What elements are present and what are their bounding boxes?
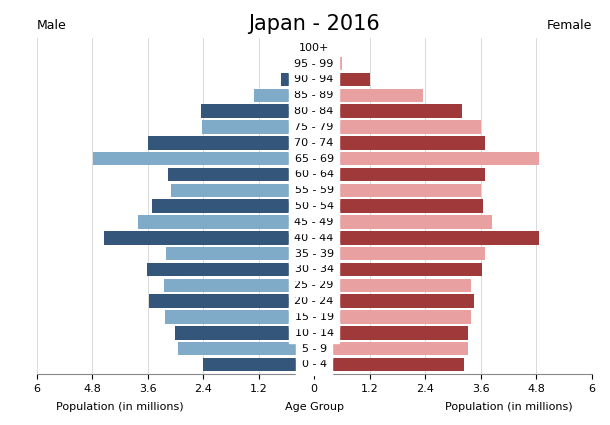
Text: Age Group: Age Group: [285, 402, 343, 412]
Bar: [202, 120, 314, 134]
Bar: [314, 136, 486, 150]
Text: 95 - 99: 95 - 99: [295, 59, 334, 68]
Bar: [104, 231, 314, 244]
Bar: [314, 152, 539, 165]
Bar: [314, 295, 474, 308]
Bar: [149, 295, 314, 308]
Bar: [314, 120, 481, 134]
Bar: [314, 57, 342, 70]
Bar: [168, 168, 314, 181]
Bar: [254, 88, 314, 102]
Bar: [314, 342, 468, 355]
Text: 75 - 79: 75 - 79: [295, 122, 334, 132]
Bar: [314, 310, 472, 324]
Text: 40 - 44: 40 - 44: [295, 233, 334, 243]
Bar: [166, 247, 314, 261]
Text: 25 - 29: 25 - 29: [295, 280, 334, 290]
Bar: [201, 105, 314, 118]
Bar: [146, 263, 314, 276]
Bar: [164, 278, 314, 292]
Bar: [176, 326, 314, 340]
Bar: [93, 152, 314, 165]
Bar: [302, 57, 314, 70]
Bar: [314, 231, 539, 244]
Text: 55 - 59: 55 - 59: [295, 185, 334, 196]
Bar: [178, 342, 314, 355]
Bar: [152, 199, 314, 213]
Text: 65 - 69: 65 - 69: [295, 153, 334, 164]
Text: 100+: 100+: [299, 43, 329, 53]
Bar: [314, 88, 423, 102]
Bar: [314, 278, 472, 292]
Text: Female: Female: [547, 19, 592, 31]
Bar: [281, 73, 314, 86]
Text: 35 - 39: 35 - 39: [295, 249, 334, 259]
Text: 20 - 24: 20 - 24: [295, 296, 334, 306]
Text: 50 - 54: 50 - 54: [295, 201, 334, 211]
Text: 15 - 19: 15 - 19: [295, 312, 334, 322]
Text: 80 - 84: 80 - 84: [295, 106, 334, 116]
Text: Population (in millions): Population (in millions): [56, 402, 184, 412]
Text: 85 - 89: 85 - 89: [295, 90, 334, 100]
Bar: [314, 215, 492, 229]
Bar: [314, 326, 468, 340]
Text: 30 - 34: 30 - 34: [295, 264, 334, 275]
Bar: [314, 41, 319, 54]
Bar: [314, 199, 483, 213]
Text: 10 - 14: 10 - 14: [295, 328, 334, 338]
Text: 70 - 74: 70 - 74: [295, 138, 334, 148]
Bar: [314, 263, 482, 276]
Text: 60 - 64: 60 - 64: [295, 170, 334, 179]
Text: 90 - 94: 90 - 94: [295, 74, 334, 85]
Bar: [148, 136, 314, 150]
Bar: [165, 310, 314, 324]
Bar: [314, 247, 486, 261]
Text: 45 - 49: 45 - 49: [295, 217, 334, 227]
Bar: [171, 184, 314, 197]
Bar: [314, 105, 462, 118]
Text: Male: Male: [37, 19, 66, 31]
Text: Population (in millions): Population (in millions): [445, 402, 572, 412]
Bar: [314, 358, 464, 371]
Bar: [203, 358, 314, 371]
Bar: [314, 73, 370, 86]
Title: Japan - 2016: Japan - 2016: [248, 14, 380, 34]
Bar: [314, 184, 481, 197]
Bar: [314, 168, 486, 181]
Text: 0 - 4: 0 - 4: [301, 360, 327, 369]
Bar: [138, 215, 314, 229]
Bar: [311, 41, 314, 54]
Text: 5 - 9: 5 - 9: [301, 344, 327, 354]
